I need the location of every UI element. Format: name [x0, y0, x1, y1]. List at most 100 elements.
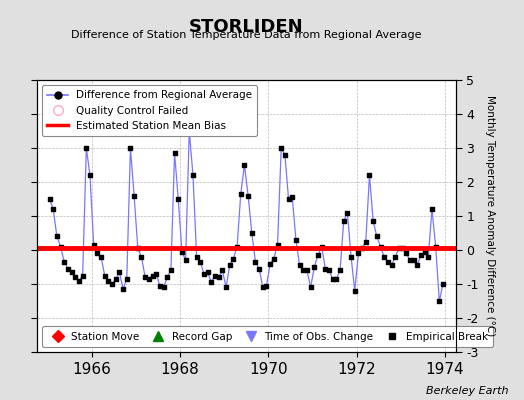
Point: [288, 194, 297, 200]
Point: [156, 282, 164, 289]
Point: [101, 272, 109, 279]
Point: [225, 262, 234, 268]
Point: [229, 255, 237, 262]
Point: [274, 242, 282, 248]
Point: [387, 262, 396, 268]
Point: [170, 150, 179, 156]
Point: [296, 262, 304, 268]
Point: [439, 281, 447, 287]
Point: [347, 254, 355, 260]
Point: [148, 272, 157, 279]
Point: [332, 276, 341, 282]
Point: [108, 281, 116, 287]
Point: [236, 191, 245, 197]
Point: [270, 255, 278, 262]
Point: [68, 269, 76, 275]
Point: [115, 269, 124, 275]
Point: [252, 259, 260, 265]
Point: [240, 162, 248, 168]
Point: [373, 233, 381, 240]
Point: [49, 206, 58, 212]
Point: [192, 254, 201, 260]
Point: [159, 284, 168, 290]
Point: [141, 274, 149, 280]
Point: [119, 286, 127, 292]
Point: [292, 237, 300, 243]
Point: [104, 278, 113, 284]
Point: [380, 254, 388, 260]
Point: [200, 270, 208, 277]
Y-axis label: Monthly Temperature Anomaly Difference (°C): Monthly Temperature Anomaly Difference (…: [485, 95, 495, 337]
Point: [314, 252, 322, 258]
Point: [329, 276, 337, 282]
Point: [424, 254, 432, 260]
Point: [391, 254, 399, 260]
Point: [336, 267, 344, 274]
Point: [398, 245, 407, 252]
Point: [428, 206, 436, 212]
Point: [362, 238, 370, 245]
Point: [384, 259, 392, 265]
Point: [79, 272, 87, 279]
Point: [214, 274, 223, 280]
Point: [266, 260, 275, 267]
Point: [218, 267, 226, 274]
Point: [354, 250, 363, 257]
Point: [57, 243, 65, 250]
Point: [137, 254, 146, 260]
Point: [71, 274, 80, 280]
Point: [431, 243, 440, 250]
Point: [134, 245, 142, 252]
Point: [97, 254, 105, 260]
Point: [163, 274, 171, 280]
Point: [64, 266, 72, 272]
Point: [145, 276, 153, 282]
Point: [303, 267, 311, 274]
Point: [277, 145, 286, 151]
Point: [358, 245, 366, 252]
Point: [402, 250, 410, 257]
Text: Berkeley Earth: Berkeley Earth: [426, 386, 508, 396]
Point: [126, 145, 135, 151]
Point: [60, 259, 69, 265]
Point: [167, 267, 175, 274]
Point: [318, 243, 326, 250]
Point: [409, 257, 418, 263]
Point: [299, 267, 308, 274]
Point: [307, 284, 315, 290]
Point: [285, 196, 293, 202]
Point: [112, 276, 120, 282]
Point: [376, 243, 385, 250]
Point: [325, 267, 333, 274]
Point: [189, 172, 197, 178]
Point: [263, 282, 271, 289]
Point: [203, 269, 212, 275]
Point: [233, 243, 241, 250]
Point: [181, 257, 190, 263]
Point: [406, 257, 414, 263]
Point: [259, 284, 267, 290]
Point: [82, 145, 91, 151]
Point: [123, 276, 131, 282]
Point: [196, 259, 204, 265]
Point: [207, 279, 215, 286]
Point: [244, 192, 253, 199]
Point: [222, 284, 230, 290]
Point: [420, 248, 429, 255]
Point: [310, 264, 319, 270]
Point: [174, 196, 182, 202]
Point: [321, 266, 330, 272]
Point: [369, 218, 377, 224]
Point: [340, 218, 348, 224]
Point: [435, 298, 443, 304]
Point: [93, 250, 102, 257]
Point: [211, 272, 219, 279]
Point: [255, 266, 264, 272]
Point: [90, 242, 98, 248]
Point: [281, 152, 289, 158]
Point: [417, 252, 425, 258]
Point: [351, 288, 359, 294]
Text: Difference of Station Temperature Data from Regional Average: Difference of Station Temperature Data f…: [71, 30, 421, 40]
Point: [413, 262, 421, 268]
Point: [152, 270, 160, 277]
